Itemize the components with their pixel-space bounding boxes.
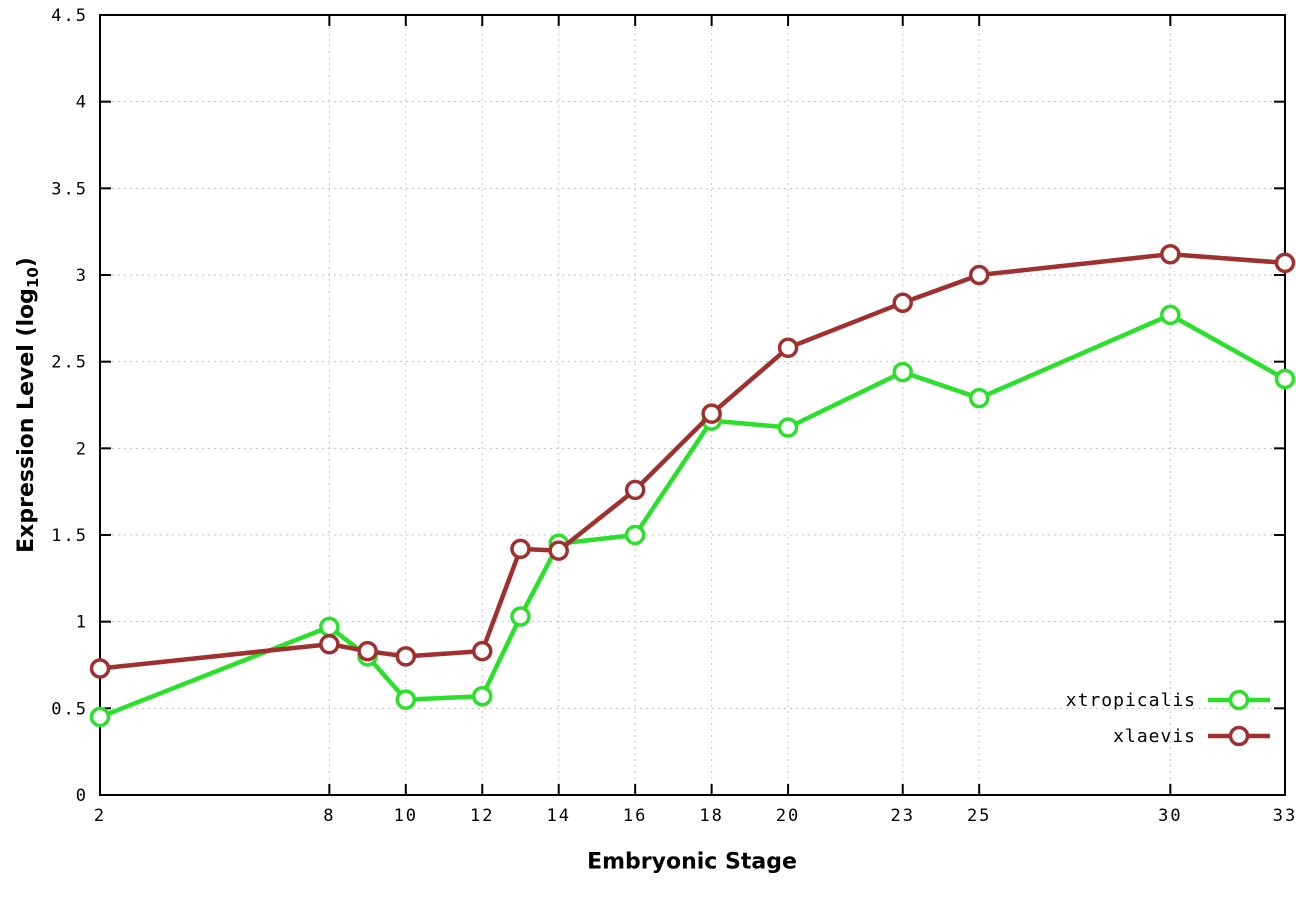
y-tick-label: 0.5 xyxy=(51,699,88,719)
legend: xtropicalis xlaevis xyxy=(1066,689,1270,747)
data-point-xtropicalis xyxy=(472,685,493,707)
x-tick-label: 10 xyxy=(394,806,418,826)
data-point-xtropicalis xyxy=(89,706,111,728)
data-point-xlaevis xyxy=(357,640,378,662)
data-point-xlaevis xyxy=(89,658,111,679)
data-point-xlaevis xyxy=(472,640,493,662)
grid-lines xyxy=(99,14,1286,796)
x-tick-label: 20 xyxy=(776,806,800,826)
data-point-xtropicalis xyxy=(510,606,531,627)
y-axis-label: Expression Level (log10) xyxy=(14,257,42,553)
data-point-xlaevis xyxy=(548,540,569,561)
x-tick-label: 2 xyxy=(94,806,106,826)
data-point-xlaevis xyxy=(777,337,799,359)
data-point-xlaevis xyxy=(510,538,531,560)
y-tick-label: 3.5 xyxy=(51,179,88,199)
x-tick-label: 33 xyxy=(1273,806,1296,826)
y-axis-label-subscript: 10 xyxy=(24,267,43,289)
data-point-xtropicalis xyxy=(968,387,990,409)
x-tick-label: 30 xyxy=(1158,806,1182,826)
legend-label-xlaevis: xlaevis xyxy=(1113,726,1196,747)
data-point-xtropicalis xyxy=(319,616,340,638)
series-line-xtropicalis xyxy=(97,312,1288,720)
data-point-xlaevis xyxy=(968,264,990,286)
y-tick-label: 2 xyxy=(76,439,88,459)
x-axis-label: Embryonic Stage xyxy=(587,849,797,875)
series-xlaevis xyxy=(89,243,1296,679)
tick-marks xyxy=(99,14,1286,796)
x-tick-label: 18 xyxy=(699,806,723,826)
data-point-xlaevis xyxy=(1160,243,1181,265)
y-axis-label-text: Expression Level (log xyxy=(13,288,39,553)
data-point-xtropicalis xyxy=(395,689,417,710)
x-tick-label: 25 xyxy=(967,806,991,826)
y-tick-label: 1.5 xyxy=(51,526,88,546)
y-tick-label: 1 xyxy=(76,613,88,633)
series-line-xlaevis xyxy=(97,251,1288,671)
data-point-xtropicalis xyxy=(1274,368,1296,390)
data-point-xtropicalis xyxy=(624,524,646,546)
data-point-xlaevis xyxy=(624,479,646,501)
plot-border xyxy=(99,14,1286,796)
y-tick-label: 3 xyxy=(76,266,88,286)
data-point-xlaevis xyxy=(1274,252,1296,274)
x-tick-label: 14 xyxy=(546,806,570,826)
x-tick-label: 8 xyxy=(323,806,335,826)
data-point-xlaevis xyxy=(701,403,722,424)
x-tick-label: 23 xyxy=(890,806,914,826)
y-tick-label: 4.5 xyxy=(51,6,88,26)
x-tick-label: 16 xyxy=(623,806,647,826)
data-point-xlaevis xyxy=(395,646,417,667)
x-tick-label: 12 xyxy=(470,806,494,826)
data-point-xlaevis xyxy=(892,292,913,313)
legend-marker-xlaevis xyxy=(1228,725,1250,747)
y-axis-label-close: ) xyxy=(13,257,39,268)
y-tick-label: 2.5 xyxy=(51,353,88,373)
legend-label-xtropicalis: xtropicalis xyxy=(1066,690,1196,711)
data-point-xtropicalis xyxy=(1160,304,1181,326)
series-xtropicalis xyxy=(89,304,1296,728)
y-tick-label: 0 xyxy=(76,786,88,806)
y-tick-label: 4 xyxy=(76,93,88,113)
tick-labels: 2 8 10 12 14 16 18 20 23 25 30 33 0 0.5 1 1.5 2 2.5 3 3.5 4 4… xyxy=(51,6,1296,826)
data-point-xtropicalis xyxy=(892,361,913,383)
legend-marker-xtropicalis xyxy=(1228,689,1250,711)
data-point-xtropicalis xyxy=(777,417,799,438)
data-point-xlaevis xyxy=(319,633,340,655)
